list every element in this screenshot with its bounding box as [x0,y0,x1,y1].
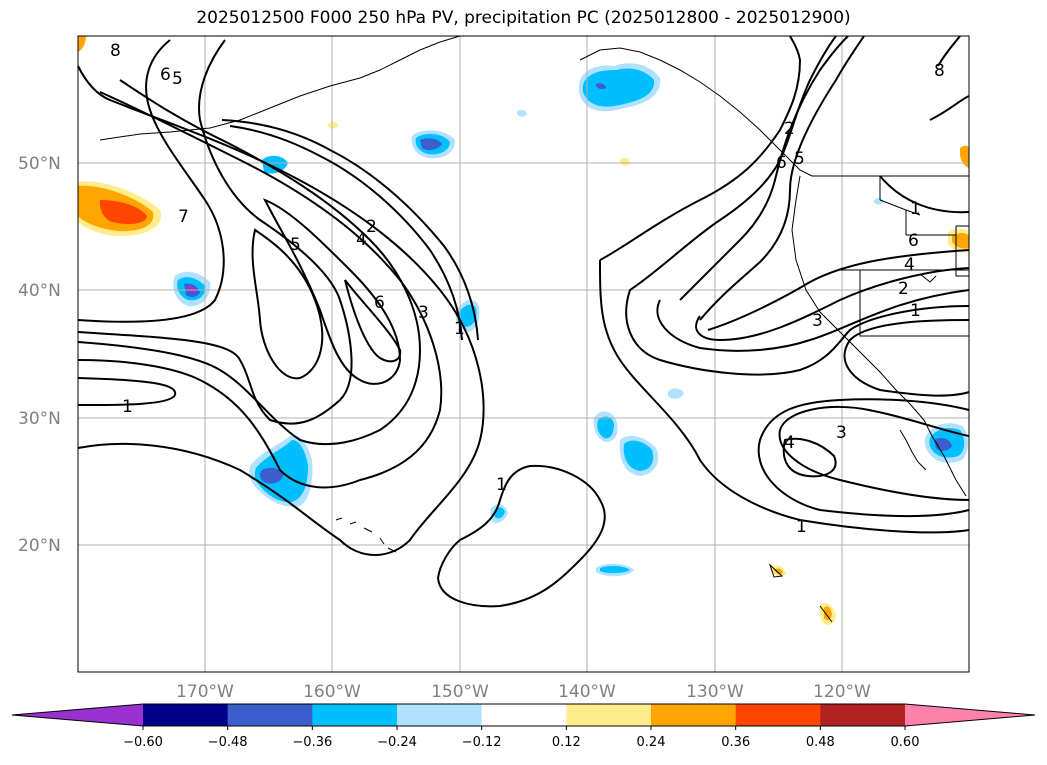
latitude-labels: 50°N 40°N 30°N 20°N [18,154,61,556]
colorbar-segment [566,704,652,726]
map-panel [78,36,969,672]
precip-positive-area [960,145,969,168]
contour-label: 3 [836,423,847,443]
colorbar-tick-label: −0.24 [377,735,417,750]
contour-label: 6 [160,65,171,85]
contour-label: 1 [122,397,133,417]
contour-label: 5 [172,69,183,89]
precip-negative-area [582,68,655,107]
coastlines [99,35,969,623]
precip-negative-area [597,416,614,439]
lon-label: 120°W [813,682,871,702]
contour-label: 5 [794,149,805,169]
colorbar-tick-label: −0.60 [123,735,163,750]
colorbar-tick-label: −0.12 [462,735,502,750]
lat-label: 50°N [18,154,61,174]
colorbar: −0.60 −0.48 −0.36 −0.24 −0.12 0.12 0.24 0.36 0.4… [11,703,1036,750]
colorbar-segment [651,704,737,726]
colorbar-segment [481,704,567,726]
precipitation-shading [78,36,969,625]
colorbar-tick-label: 0.60 [891,735,920,750]
contour-labels: 8 6 5 7 5 4 2 3 6 1 1 1 2 5 6 1 6 4 2 1 … [110,41,945,537]
precip-positive-area [620,157,630,166]
contour-label: 1 [496,475,507,495]
colorbar-segment [143,704,229,726]
precip-negative-area [262,155,288,174]
contour-label: 4 [356,230,367,250]
graticule [78,36,969,672]
lon-label: 150°W [431,682,489,702]
precip-negative-area [623,440,654,471]
precip-negative-area [517,109,527,117]
contour-label: 2 [898,279,909,299]
colorbar-segment [735,704,821,726]
precip-negative-area [188,285,196,294]
precip-negative-area [420,138,442,151]
lat-label: 30°N [18,409,61,429]
contour-label: 8 [934,61,945,81]
colorbar-tick-label: 0.36 [721,735,750,750]
colorbar-tick-label: 0.48 [806,735,835,750]
lat-label: 40°N [18,281,61,301]
colorbar-tick-label: 0.24 [637,735,666,750]
precip-positive-area [824,606,832,621]
contour-label: 2 [366,217,377,237]
precip-positive-area [99,200,147,224]
lon-label: 140°W [558,682,616,702]
colorbar-extend-low [12,704,143,726]
colorbar-tick-label: −0.36 [292,735,332,750]
lon-label: 170°W [176,682,234,702]
contour-label: 1 [910,199,921,219]
precip-negative-area [668,388,684,399]
contour-label: 8 [110,41,121,61]
precip-positive-area [774,568,783,574]
contour-label: 3 [418,303,429,323]
precip-positive-area [328,121,338,129]
precip-negative-area [457,304,477,327]
contour-label: 6 [374,293,385,313]
contour-label: 4 [784,433,795,453]
contour-label: 1 [454,319,465,339]
contour-label: 1 [910,301,921,321]
precip-negative-area [874,197,884,205]
longitude-labels: 170°W 160°W 150°W 140°W 130°W 120°W [176,682,871,702]
map-title: 2025012500 F000 250 hPa PV, precipitatio… [196,8,851,28]
lon-label: 160°W [303,682,361,702]
colorbar-segment [227,704,313,726]
colorbar-segment [312,704,398,726]
lon-label: 130°W [686,682,744,702]
map-frame [77,35,970,673]
contour-label: 3 [812,311,823,331]
colorbar-segment [397,704,483,726]
colorbar-tick-label: 0.12 [552,735,581,750]
contour-label: 5 [290,235,301,255]
contour-label: 6 [776,153,787,173]
lat-label: 20°N [18,536,61,556]
precip-negative-area [259,467,284,484]
contour-label: 2 [784,119,795,139]
contour-label: 1 [796,517,807,537]
colorbar-tick-label: −0.48 [208,735,248,750]
precip-negative-area [596,83,606,90]
contour-label: 4 [904,255,915,275]
precip-negative-area [600,565,630,574]
colorbar-segment [820,704,906,726]
contour-label: 6 [908,231,919,251]
precip-positive-area [78,36,86,52]
colorbar-extend-high [905,704,1035,726]
contour-label: 7 [178,207,189,227]
pv-contours [77,35,970,608]
